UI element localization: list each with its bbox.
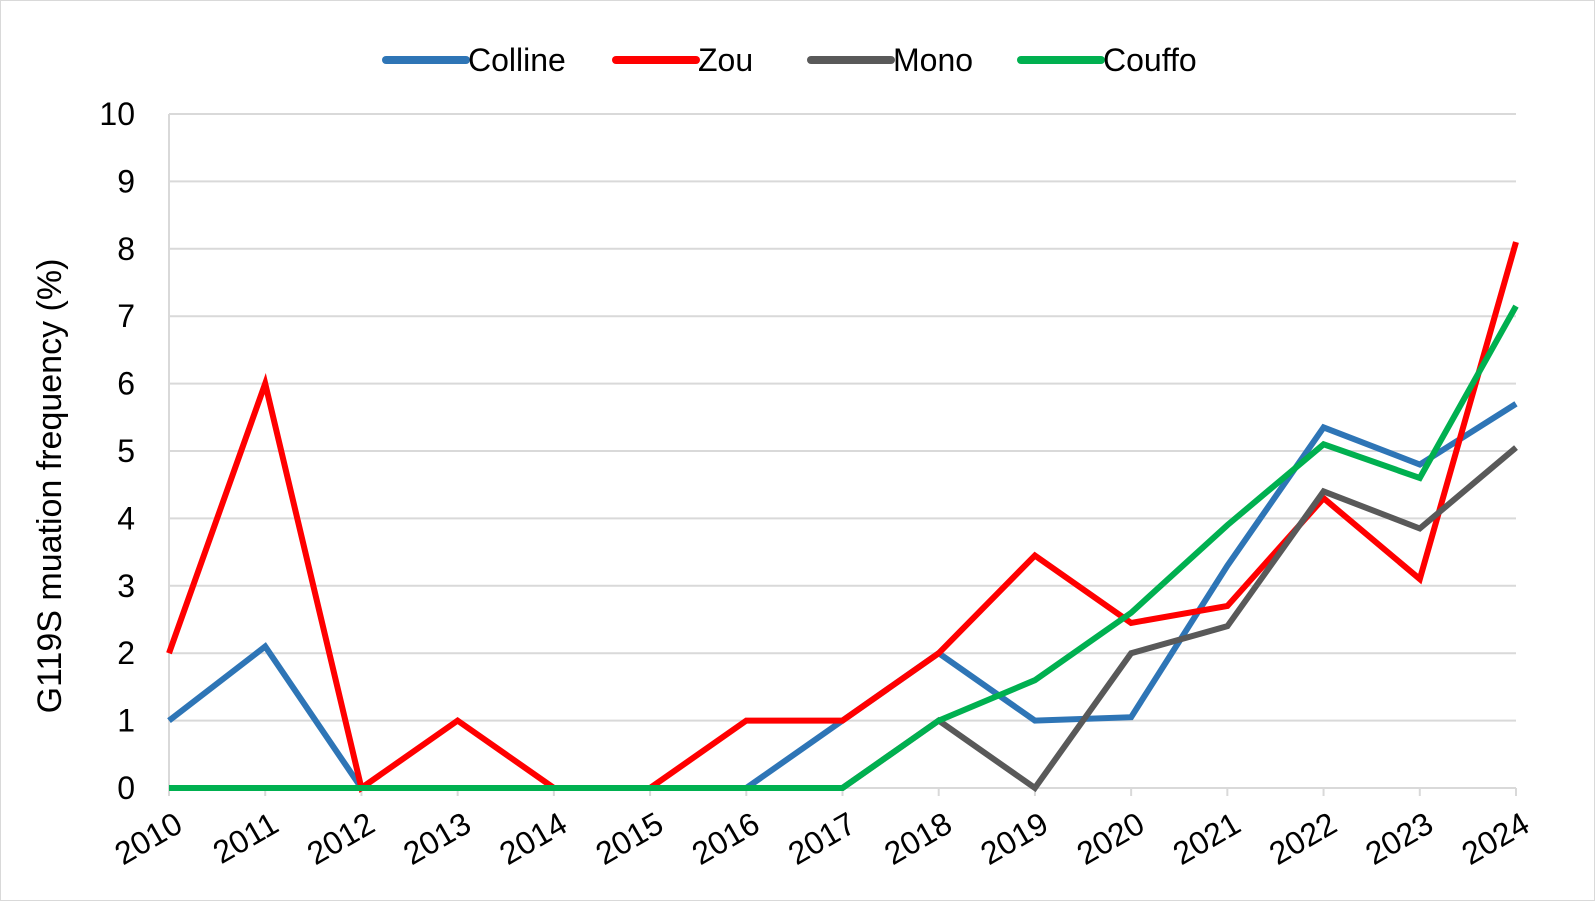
legend-item-colline: Colline (386, 42, 566, 78)
series-line-couffo (169, 306, 1516, 788)
y-axis-title: G119S muation frequency (%) (31, 259, 69, 714)
y-tick-label: 0 (117, 770, 135, 806)
series-line-colline (169, 404, 1516, 788)
x-tick-label-2017: 2017 (782, 805, 862, 872)
legend-label: Zou (698, 42, 753, 78)
series-line-zou (169, 242, 1516, 788)
x-tick-label-2022: 2022 (1263, 805, 1343, 872)
x-tick-label-2024: 2024 (1455, 805, 1535, 872)
series-line-mono (169, 448, 1516, 788)
legend-label: Colline (468, 42, 566, 78)
legend-label: Couffo (1103, 42, 1197, 78)
legend-item-mono: Mono (811, 42, 973, 78)
x-tick-label-2020: 2020 (1071, 805, 1151, 872)
x-tick-label-2010: 2010 (108, 805, 188, 872)
x-tick-label-2012: 2012 (301, 805, 381, 872)
x-tick-label-2018: 2018 (878, 805, 958, 872)
y-tick-label: 1 (117, 703, 135, 739)
legend-item-couffo: Couffo (1021, 42, 1197, 78)
gridlines (169, 114, 1516, 721)
y-tick-label: 8 (117, 231, 135, 267)
y-tick-label: 3 (117, 568, 135, 604)
x-tick-label-2016: 2016 (686, 805, 766, 872)
x-tick-label-2021: 2021 (1167, 805, 1247, 872)
y-tick-label: 5 (117, 433, 135, 469)
y-tick-label: 9 (117, 163, 135, 199)
series-lines (169, 242, 1516, 788)
y-tick-label: 2 (117, 635, 135, 671)
x-tick-label-2011: 2011 (207, 805, 285, 871)
legend-label: Mono (893, 42, 973, 78)
x-tick-label-2014: 2014 (493, 805, 573, 872)
x-tick-label-2013: 2013 (397, 805, 477, 872)
y-tick-label: 6 (117, 366, 135, 402)
y-tick-label: 10 (99, 96, 135, 132)
y-tick-labels: 0 1 2 3 4 5 6 7 8 9 10 (99, 96, 135, 806)
x-tick-label-2023: 2023 (1359, 805, 1439, 872)
x-tick-label-2019: 2019 (974, 805, 1054, 872)
legend: Colline Zou Mono Couffo (386, 42, 1197, 78)
x-tick-label-2015: 2015 (590, 805, 670, 872)
y-tick-label: 4 (117, 500, 135, 536)
legend-item-zou: Zou (616, 42, 753, 78)
y-tick-label: 7 (117, 298, 135, 334)
